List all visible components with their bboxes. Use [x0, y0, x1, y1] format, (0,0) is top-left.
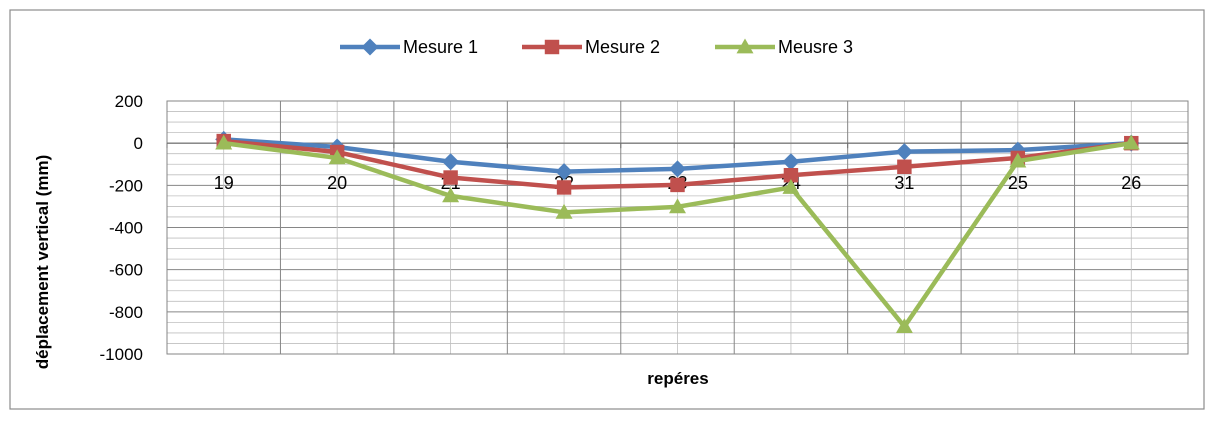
data-point	[897, 159, 912, 175]
y-tick-label: 0	[134, 134, 143, 153]
x-axis-title: repéres	[647, 369, 708, 388]
data-point	[442, 187, 460, 203]
data-point	[669, 160, 686, 178]
data-point	[670, 177, 685, 193]
data-point	[1009, 152, 1027, 168]
y-axis: -1000 -800 -600 -400 -200 0 200	[100, 92, 143, 364]
data-point	[895, 143, 913, 161]
y-tick-label: -800	[109, 303, 143, 322]
legend-label: Mesure 2	[585, 37, 660, 57]
x-tick-label: 19	[214, 173, 234, 193]
data-point	[215, 134, 233, 150]
grid	[166, 100, 1189, 355]
x-tick-label: 31	[894, 173, 914, 193]
y-axis-title: déplacement vertical (mm)	[33, 155, 52, 369]
legend: Mesure 1 Mesure 2 Meusre 3	[340, 37, 853, 57]
legend-label: Meusre 3	[778, 37, 853, 57]
data-point	[328, 149, 346, 165]
y-tick-label: 200	[115, 92, 143, 111]
data-point	[555, 163, 573, 181]
data-point	[782, 178, 800, 194]
y-tick-label: -400	[109, 219, 143, 238]
data-point	[895, 318, 913, 333]
data-point	[782, 153, 800, 171]
series-3	[215, 134, 1140, 333]
series-layer	[215, 130, 1140, 333]
y-tick-label: -1000	[100, 345, 143, 364]
diamond-marker	[361, 38, 379, 56]
data-point	[556, 180, 572, 195]
legend-item: Meusre 3	[715, 37, 853, 57]
triangle-marker	[736, 38, 754, 54]
square-marker	[544, 39, 560, 55]
data-point	[443, 170, 458, 185]
legend-label: Mesure 1	[403, 37, 478, 57]
plot-area	[166, 100, 1189, 355]
legend-item: Mesure 1	[340, 37, 478, 57]
data-point	[669, 198, 686, 214]
data-point	[555, 203, 573, 219]
data-point	[783, 167, 799, 183]
x-tick-label: 20	[327, 173, 347, 193]
x-tick-label: 26	[1121, 173, 1141, 193]
legend-item: Mesure 2	[522, 37, 660, 57]
data-point	[442, 153, 460, 171]
x-tick-label: 25	[1008, 173, 1028, 193]
y-tick-label: -600	[109, 261, 143, 280]
y-tick-label: -200	[109, 176, 143, 195]
data-point	[1122, 134, 1140, 150]
